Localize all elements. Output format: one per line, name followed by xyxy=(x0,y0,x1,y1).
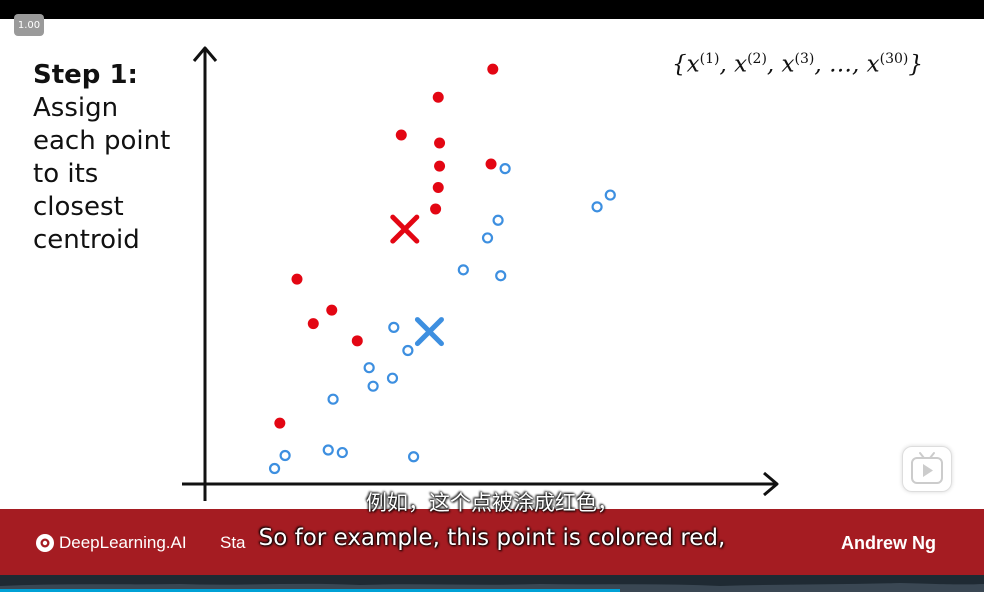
blue-data-point xyxy=(495,270,507,282)
playback-speed-badge[interactable]: 1.00 xyxy=(14,14,44,36)
red-data-point xyxy=(432,91,444,103)
centroids xyxy=(390,214,444,347)
red-data-point xyxy=(434,160,446,172)
set-close-brace: } xyxy=(908,51,923,78)
blue-data-point xyxy=(481,232,494,244)
progress-played xyxy=(0,589,620,592)
step-description: Assign each point to its closest centroi… xyxy=(33,93,171,255)
course-label: Sta xyxy=(220,533,246,552)
red-data-point xyxy=(485,158,497,170)
blue-data-point xyxy=(457,264,469,276)
red-data-point xyxy=(326,304,338,316)
lecture-footer: DeepLearning.AI Sta Andrew Ng xyxy=(0,509,984,575)
play-icon xyxy=(911,452,943,484)
blue-data-point xyxy=(604,189,616,201)
blue-data-point xyxy=(322,444,334,456)
blue-data-point xyxy=(402,344,414,357)
subtitle-chinese: 例如，这个点被涂成红色， xyxy=(366,491,618,515)
blue-data-point xyxy=(327,393,339,405)
x-axis-arrowhead xyxy=(763,471,779,497)
red-centroid-marker xyxy=(390,214,420,244)
blue-data-point xyxy=(386,372,399,384)
red-data-point xyxy=(291,273,303,285)
blue-data-point xyxy=(591,201,603,213)
play-button[interactable] xyxy=(902,446,952,492)
red-data-point xyxy=(430,203,442,215)
progress-bar[interactable] xyxy=(0,575,984,592)
data-points xyxy=(268,63,616,475)
blue-data-point xyxy=(367,380,379,392)
set-open-brace: { xyxy=(672,51,687,78)
red-data-point xyxy=(432,182,444,194)
scatter-plot xyxy=(182,46,779,501)
red-data-point xyxy=(487,63,499,75)
blue-data-point xyxy=(279,449,291,462)
blue-data-point xyxy=(268,462,281,475)
player-top-bar xyxy=(0,0,984,19)
training-set-notation: {x(1), x(2), x(3), …, x(30)} xyxy=(672,51,923,78)
red-data-point xyxy=(351,335,363,347)
red-data-point xyxy=(395,129,407,141)
blue-data-point xyxy=(499,163,511,175)
plot-axes xyxy=(182,46,779,501)
instructor-name: Andrew Ng xyxy=(841,533,937,553)
step-title: Step 1: xyxy=(33,60,138,90)
subtitle-english: So for example, this point is colored re… xyxy=(258,525,726,551)
deeplearning-logo-icon xyxy=(36,534,54,552)
blue-centroid-marker xyxy=(414,317,444,347)
blue-data-point xyxy=(336,446,348,459)
red-data-point xyxy=(274,417,286,429)
brand-name: DeepLearning.AI xyxy=(59,533,187,552)
slide-canvas: Step 1: Assign each point to its closest… xyxy=(0,19,984,509)
blue-data-point xyxy=(388,321,400,333)
blue-data-point xyxy=(492,214,504,226)
blue-data-point xyxy=(408,451,420,463)
red-data-point xyxy=(434,137,446,149)
blue-data-point xyxy=(363,362,375,374)
step-instruction: Step 1: Assign each point to its closest… xyxy=(33,59,170,257)
brand-logo: DeepLearning.AI xyxy=(35,533,187,553)
red-data-point xyxy=(307,318,319,330)
y-axis-arrowhead xyxy=(192,46,218,62)
